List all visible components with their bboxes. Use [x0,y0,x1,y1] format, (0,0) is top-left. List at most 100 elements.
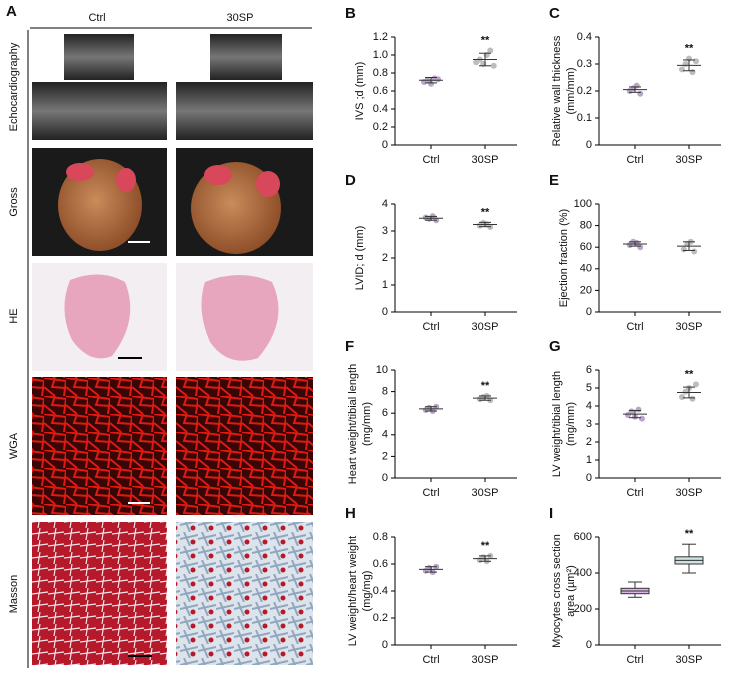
y-tick-label: 0 [382,139,388,151]
row-label: Echocardiography [8,42,20,131]
data-point [639,415,645,422]
echo-image [64,34,134,80]
he-image [201,275,279,361]
y-axis-label: Heart weight/tibial length [347,364,359,484]
y-tick-label: 2 [382,450,388,462]
echo-image [210,34,282,80]
significance: ** [685,43,694,55]
y-tick-label: 0 [586,139,592,151]
data-point [490,62,497,69]
data-point [693,58,699,65]
row-label: Masson [8,575,20,614]
data-point [679,394,685,400]
gross-image [66,163,94,181]
row-label: HE [8,308,20,323]
data-point [628,408,635,415]
panel-letter: D [345,172,356,189]
data-point [428,80,434,87]
x-tick-label: 30SP [472,321,499,333]
y-tick-label: 0.8 [373,67,388,79]
y-tick-label: 10 [376,364,388,376]
y-axis-label: (mg/mm) [361,402,373,446]
y-tick-label: 600 [574,531,592,543]
x-tick-label: 30SP [472,654,499,666]
gross-image [204,165,232,185]
row-label: Gross [8,187,20,217]
y-tick-label: 1.0 [373,49,388,61]
data-point [682,61,689,67]
y-tick-label: 6 [586,364,592,376]
x-tick-label: Ctrl [626,321,643,333]
data-point [680,246,687,253]
panel-a: A Ctrl 30SP Echocardiography Gross HE WG… [6,3,313,668]
panel-letter: A [6,3,17,20]
y-tick-label: 400 [574,567,592,579]
panel-letter: F [345,338,354,355]
masson-image [176,522,313,665]
y-tick-label: 0 [382,306,388,318]
y-tick-label: 0.4 [373,103,388,115]
y-tick-label: 2 [586,436,592,448]
y-tick-label: 1 [382,279,388,291]
wga-image [32,377,167,515]
y-tick-label: 0 [382,472,388,484]
y-axis-label: LVID; d (mm) [354,226,366,291]
y-axis-label: LV weight/tibial length [551,371,563,477]
y-tick-label: 0.6 [373,558,388,570]
significance: ** [481,540,490,552]
panel-letter: I [549,505,553,522]
x-tick-label: Ctrl [422,154,439,166]
y-axis-label: Ejection fraction (%) [558,209,570,307]
y-axis-label: Relative wall thickness [551,35,563,146]
y-tick-label: 0 [382,639,388,651]
y-tick-label: 0.1 [577,112,592,124]
data-point [689,69,696,76]
panel-letter: E [549,172,559,189]
x-tick-label: 30SP [676,487,703,499]
panel-letter: G [549,338,561,355]
x-tick-label: 30SP [676,321,703,333]
data-point [691,248,698,255]
y-tick-label: 100 [574,198,592,210]
y-tick-label: 4 [586,400,592,412]
x-tick-label: 30SP [472,487,499,499]
y-tick-label: 2 [382,252,388,264]
data-point [693,381,699,388]
y-tick-label: 3 [382,225,388,237]
panel-letter: C [549,5,560,22]
y-axis-label: Myocytes cross section [551,534,563,648]
significance: ** [481,206,490,218]
y-tick-label: 1 [586,454,592,466]
x-tick-label: Ctrl [626,654,643,666]
y-tick-label: 40 [580,263,592,275]
y-tick-label: 200 [574,603,592,615]
y-tick-label: 8 [382,386,388,398]
y-tick-label: 0.2 [373,612,388,624]
x-tick-label: Ctrl [422,487,439,499]
y-tick-label: 0.8 [373,531,388,543]
y-tick-label: 0 [586,472,592,484]
data-point [635,406,642,413]
column-header: Ctrl [88,12,105,24]
y-tick-label: 0 [586,306,592,318]
y-tick-label: 80 [580,220,592,232]
y-tick-label: 20 [580,284,592,296]
y-axis-label: LV weight/heart weight [347,536,359,646]
y-tick-label: 4 [382,198,388,210]
panel-letter: H [345,505,356,522]
x-tick-label: 30SP [676,654,703,666]
y-tick-label: 6 [382,407,388,419]
significance: ** [481,34,490,46]
wga-image [176,377,313,515]
x-tick-label: Ctrl [422,654,439,666]
data-point [689,395,696,402]
y-axis-label: (mm/mm) [565,67,577,114]
row-label: WGA [8,432,20,459]
gross-image [256,171,280,197]
data-point [679,66,685,73]
y-axis-label: (mg/mm) [565,402,577,446]
y-tick-label: 0.4 [577,31,592,43]
x-tick-label: Ctrl [626,154,643,166]
y-axis-label: (mg/mg) [361,571,373,612]
